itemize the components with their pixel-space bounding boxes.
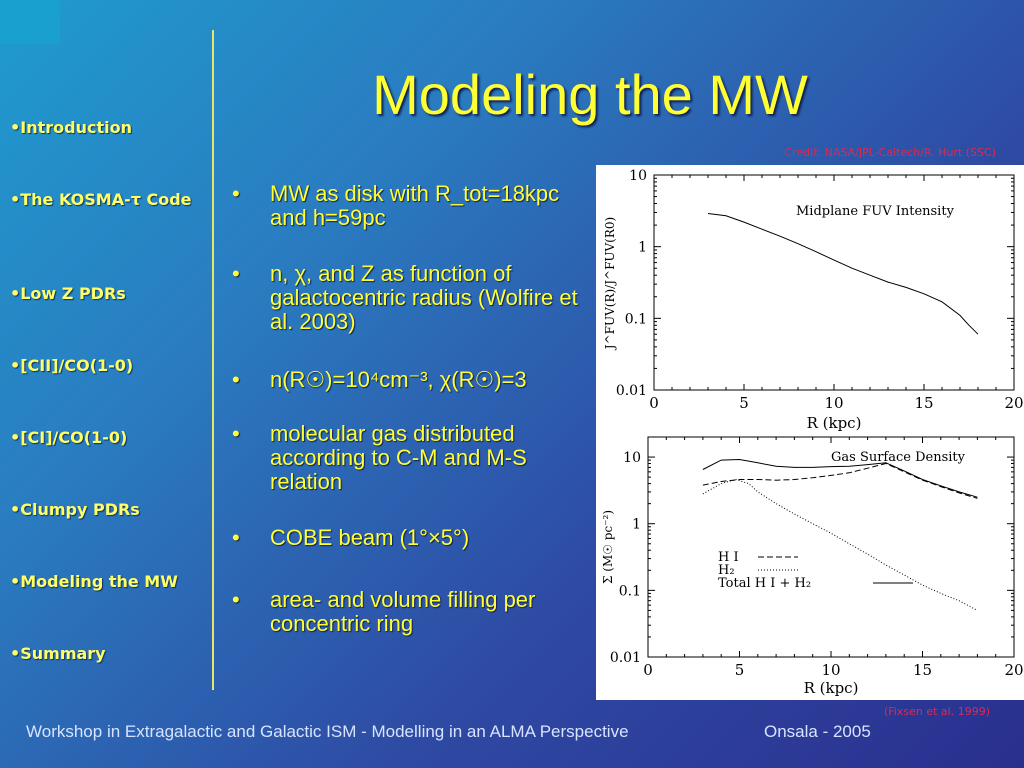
bullet-text: COBE beam (1°×5°) [270,525,470,550]
sidebar-divider [212,30,214,690]
chart-frame [647,436,1015,658]
sidebar-item-summary[interactable]: •Summary [10,644,106,663]
y-tick-label: 10 [629,168,647,184]
y-tick-label: 0.01 [616,383,647,399]
y-tick-label: 10 [623,450,641,466]
bullet-text: molecular gas distributed according to C… [270,421,527,494]
sidebar-item-kosma-code[interactable]: •The KOSMA-τ Code [10,190,192,209]
sidebar-item-cii-co[interactable]: •[CII]/CO(1-0) [10,356,134,375]
sidebar-item-ci-co[interactable]: •[CI]/CO(1-0) [10,428,128,447]
x-tick-label: 0 [649,394,659,412]
x-tick-label: 10 [821,661,840,679]
y-axis-label: J^FUV(R)/J^FUV(R0) [603,217,617,351]
sidebar-item-label: The KOSMA-τ Code [20,190,192,209]
legend-label: H I [718,550,739,565]
sidebar-item-label: Low Z PDRs [20,284,126,303]
sidebar-item-label: [CI]/CO(1-0) [20,428,128,447]
figure-panel: 0 5 10 15 20 0.01 0.1 1 10 R (kpc) J^FUV(R)/J^FUV(… [596,165,1024,700]
image-credit: Credit: NASA/JPL-Caltech/R. Hurt (SSC) [784,146,996,159]
legend-label: Total H I + H₂ [718,576,811,591]
sidebar-item-low-z-pdrs[interactable]: •Low Z PDRs [10,284,126,303]
figure-credit: (Fixsen et al. 1999) [883,705,990,718]
bullet-text: area- and volume filling per concentric … [270,587,536,636]
footer-left: Workshop in Extragalactic and Galactic I… [26,722,629,741]
slide-title: Modeling the MW [372,63,808,126]
series-line-total-h-i-h- [702,458,978,498]
x-axis-label: R (kpc) [804,679,859,697]
bullet-text: n, χ, and Z as function of galactocentri… [270,261,578,334]
chart-title: Midplane FUV Intensity [796,204,955,219]
sidebar-item-label: [CII]/CO(1-0) [20,356,134,375]
sidebar-item-label: Modeling the MW [20,572,178,591]
x-tick-label: 5 [735,661,745,679]
x-tick-label: 20 [1004,661,1023,679]
series-line-series-0 [707,213,979,335]
y-tick-label: 0.1 [625,311,647,327]
bullet-text: MW as disk with R_tot=18kpc and h=59pc [270,181,560,230]
x-tick-label: 20 [1004,394,1023,412]
legend-label: H₂ [718,563,735,578]
x-tick-label: 15 [914,394,933,412]
corner-block [0,0,60,44]
footer-right: Onsala - 2005 [764,722,871,741]
x-tick-label: 15 [913,661,932,679]
sidebar-item-label: Clumpy PDRs [20,500,140,519]
sidebar-item-modeling-mw[interactable]: •Modeling the MW [10,572,178,591]
sidebar-item-label: Introduction [20,118,132,137]
y-tick-label: 1 [638,240,647,256]
series-line-h-i [702,462,978,499]
bullet-text: n(R☉)=10⁴cm⁻³, χ(R☉)=3 [270,367,527,392]
y-axis-label: Σ (M☉ pc⁻²) [601,510,615,584]
series-line-h- [702,478,978,611]
sidebar-item-introduction[interactable]: •Introduction [10,118,132,137]
sidebar-item-label: Summary [20,644,106,663]
x-tick-label: 0 [643,661,653,679]
sidebar-item-clumpy-pdrs[interactable]: •Clumpy PDRs [10,500,140,519]
y-tick-label: 0.1 [619,583,641,599]
x-axis-label: R (kpc) [807,414,862,432]
y-tick-label: 1 [632,517,641,533]
y-tick-label: 0.01 [610,650,641,666]
chart-title: Gas Surface Density [831,450,966,465]
x-tick-label: 10 [824,394,843,412]
x-tick-label: 5 [739,394,749,412]
